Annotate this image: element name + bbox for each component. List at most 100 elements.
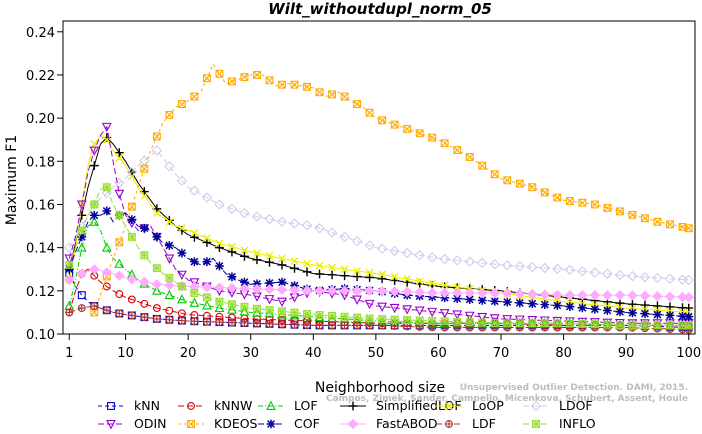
data-point bbox=[176, 294, 187, 304]
data-point bbox=[478, 318, 487, 327]
y-tick-label: 0.24 bbox=[26, 26, 55, 41]
data-point bbox=[77, 226, 86, 235]
data-point bbox=[503, 319, 512, 328]
data-point bbox=[415, 322, 424, 331]
data-point bbox=[165, 110, 174, 119]
data-point bbox=[115, 309, 124, 318]
data-point bbox=[202, 238, 212, 247]
data-point bbox=[164, 289, 175, 300]
data-point bbox=[614, 289, 626, 301]
data-point bbox=[378, 315, 387, 324]
x-tick-label: 90 bbox=[618, 346, 635, 361]
data-point bbox=[453, 317, 462, 326]
data-point bbox=[664, 291, 676, 302]
data-point bbox=[315, 261, 324, 270]
data-point bbox=[452, 255, 463, 266]
y-tick-label: 0.14 bbox=[26, 242, 55, 257]
data-point bbox=[477, 295, 487, 305]
legend-entry-kdeos: KDEOS bbox=[178, 416, 258, 431]
data-point bbox=[603, 203, 612, 212]
data-point bbox=[365, 314, 374, 323]
data-point bbox=[290, 263, 299, 273]
data-point bbox=[265, 306, 274, 314]
data-point bbox=[240, 251, 249, 261]
data-point bbox=[376, 285, 388, 297]
data-point bbox=[202, 317, 211, 326]
data-point bbox=[290, 257, 299, 265]
data-point bbox=[276, 216, 288, 227]
data-point bbox=[577, 266, 588, 277]
data-point bbox=[665, 302, 675, 312]
series-fastabod bbox=[64, 264, 694, 303]
data-point bbox=[314, 223, 325, 234]
data-point bbox=[389, 286, 400, 297]
data-point bbox=[240, 277, 249, 287]
data-point bbox=[402, 305, 413, 315]
data-point bbox=[352, 295, 363, 305]
data-point bbox=[115, 154, 124, 162]
data-point bbox=[628, 210, 637, 219]
data-point bbox=[652, 291, 663, 302]
data-point bbox=[403, 275, 412, 283]
x-axis-label: Neighborhood size bbox=[315, 380, 445, 396]
data-point bbox=[77, 210, 87, 220]
data-point bbox=[639, 290, 651, 301]
legend-label: kNN bbox=[134, 398, 160, 413]
data-point bbox=[152, 304, 161, 313]
data-point bbox=[64, 254, 75, 264]
data-point bbox=[101, 187, 112, 199]
data-point bbox=[653, 321, 662, 330]
legend-label: ODIN bbox=[134, 416, 167, 431]
data-point bbox=[302, 267, 312, 277]
data-point bbox=[301, 220, 313, 231]
data-point bbox=[177, 248, 187, 258]
data-point bbox=[76, 242, 87, 252]
data-point bbox=[228, 300, 236, 309]
data-point bbox=[578, 319, 587, 328]
data-point bbox=[315, 269, 324, 279]
data-point bbox=[376, 243, 388, 254]
legend-label: KDEOS bbox=[214, 416, 258, 431]
data-point bbox=[90, 301, 99, 310]
data-point bbox=[640, 321, 649, 330]
legend-label: kNNW bbox=[214, 398, 252, 413]
data-point bbox=[189, 297, 200, 307]
data-point bbox=[277, 260, 287, 270]
data-point bbox=[177, 316, 186, 325]
data-point bbox=[627, 290, 638, 301]
data-point bbox=[527, 261, 538, 273]
x-tick-label: 40 bbox=[305, 346, 322, 361]
data-point bbox=[102, 206, 112, 216]
data-point bbox=[226, 203, 238, 214]
data-point bbox=[240, 319, 249, 327]
data-point bbox=[640, 309, 650, 319]
data-point bbox=[190, 317, 199, 326]
data-point bbox=[215, 318, 224, 327]
data-point bbox=[290, 320, 299, 329]
data-point bbox=[64, 264, 74, 274]
data-point bbox=[353, 321, 362, 330]
data-point bbox=[189, 185, 200, 196]
data-point bbox=[165, 273, 174, 282]
data-point bbox=[253, 249, 261, 258]
data-point bbox=[403, 316, 412, 324]
data-point bbox=[515, 179, 524, 188]
data-point bbox=[101, 122, 112, 133]
legend-marker bbox=[530, 400, 542, 412]
data-point bbox=[415, 316, 424, 325]
data-point bbox=[315, 321, 324, 330]
legend-entry-cof: COF bbox=[258, 416, 320, 431]
data-point bbox=[252, 255, 262, 265]
data-point bbox=[577, 289, 588, 301]
data-point bbox=[277, 297, 287, 308]
y-tick-label: 0.18 bbox=[26, 155, 55, 170]
x-tick-label: 100 bbox=[676, 346, 701, 361]
x-tick-label: 50 bbox=[368, 346, 385, 361]
legend-entry-odin: ODIN bbox=[98, 416, 167, 431]
data-point bbox=[440, 281, 449, 290]
data-point bbox=[440, 139, 449, 148]
data-point bbox=[352, 272, 362, 281]
x-tick-label: 10 bbox=[117, 346, 134, 361]
data-point bbox=[628, 308, 637, 318]
